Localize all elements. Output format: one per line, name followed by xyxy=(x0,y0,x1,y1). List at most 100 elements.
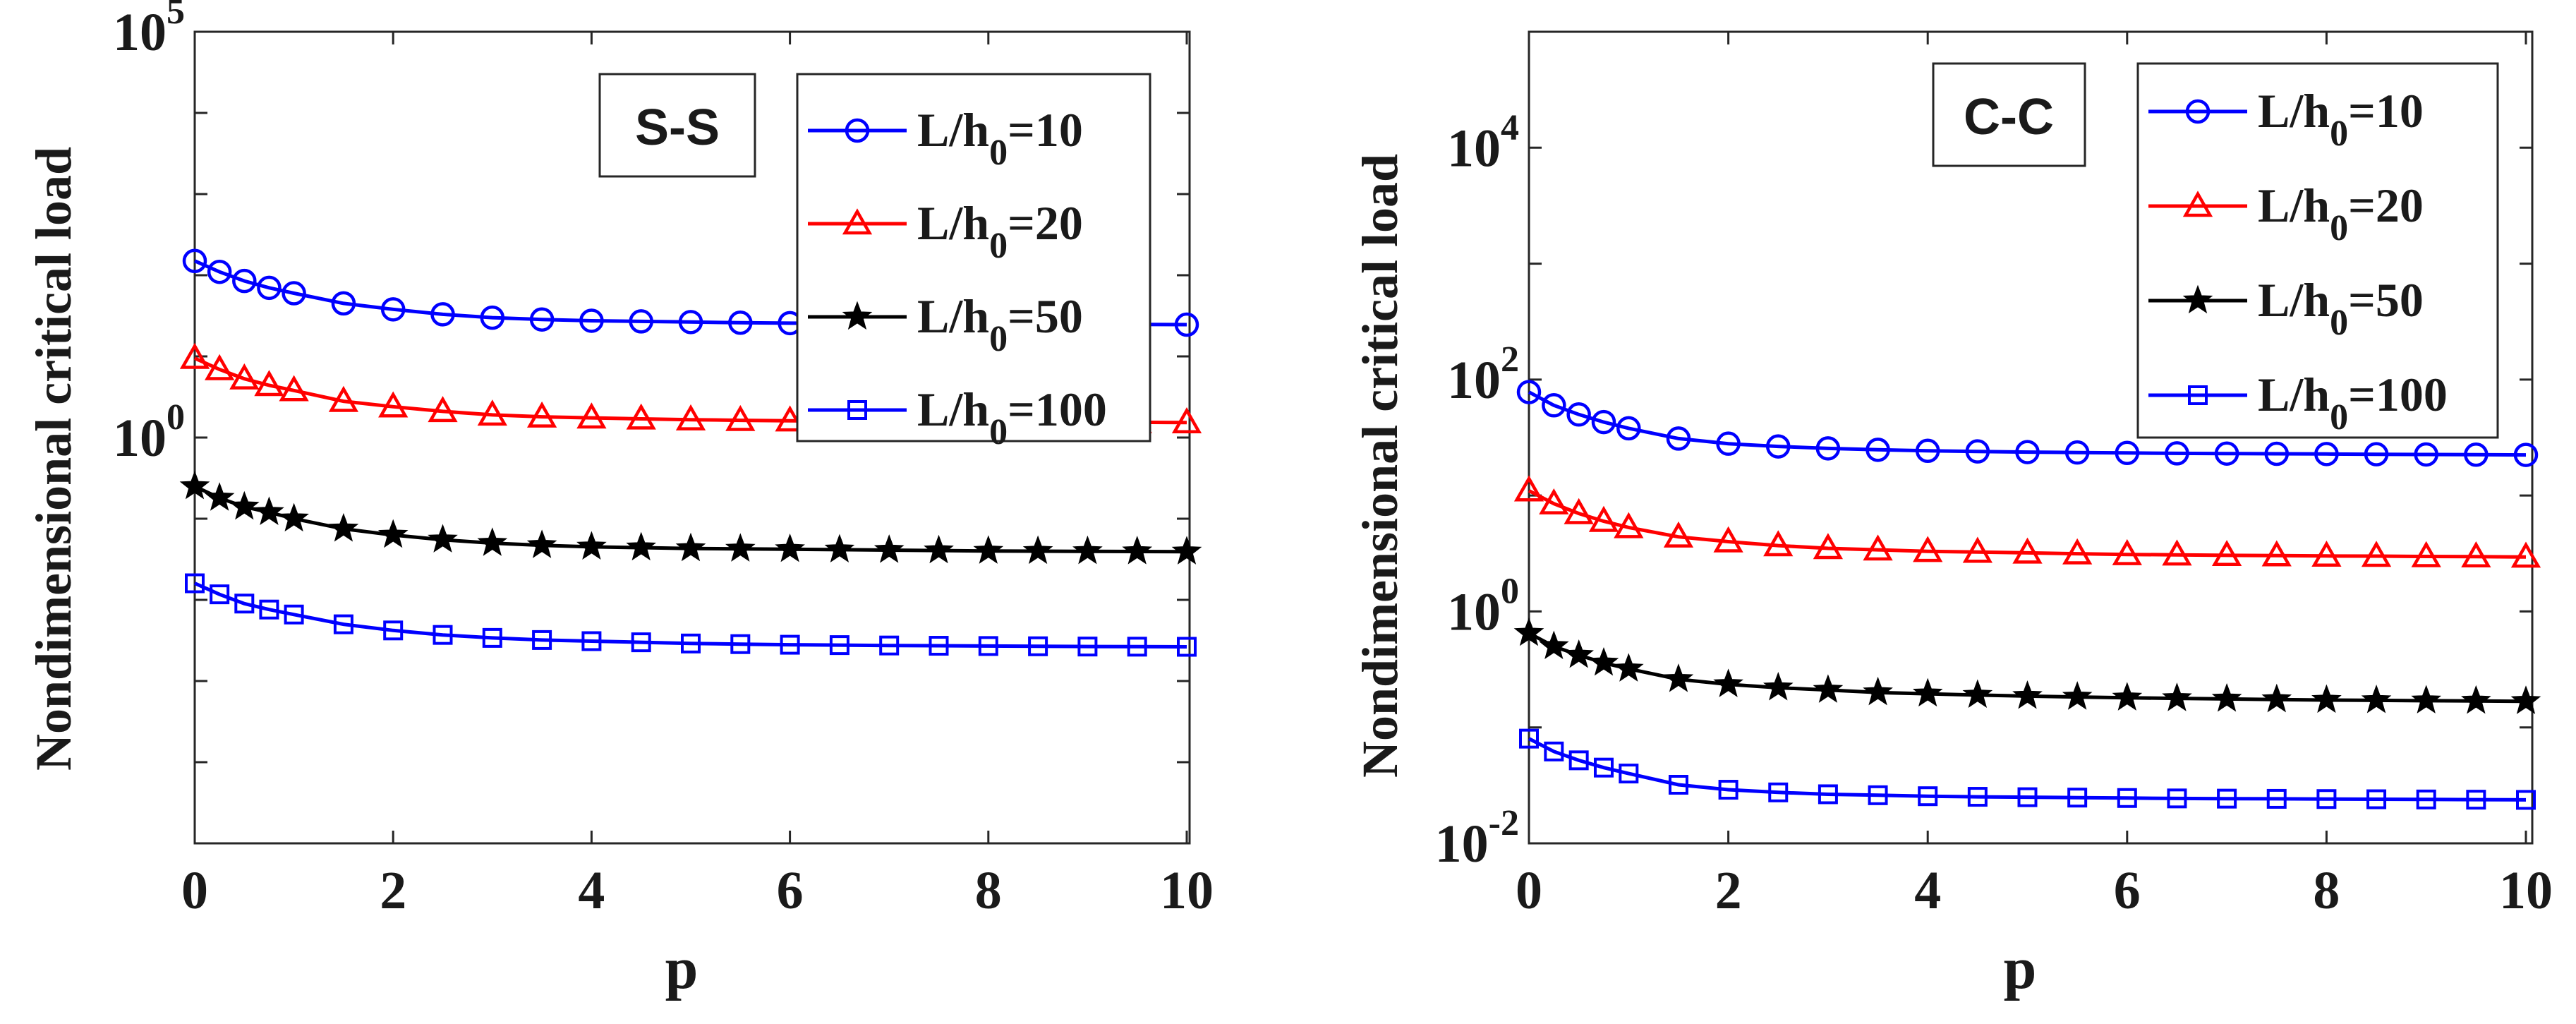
legend-label: L/h0=20 xyxy=(917,196,1083,266)
data-point-triangle xyxy=(576,402,607,429)
data-point-star xyxy=(725,533,756,562)
legend-entry: L/h0=20 xyxy=(2148,179,2424,248)
x-tick-label: 4 xyxy=(578,861,605,920)
legend-entry: L/h0=20 xyxy=(808,196,1083,266)
data-point-star xyxy=(526,529,557,558)
x-tick-label: 4 xyxy=(1914,861,1941,920)
data-point-star xyxy=(377,519,409,548)
data-point-square xyxy=(929,636,949,656)
data-point-square xyxy=(1519,728,1539,749)
legend-label: L/h0=20 xyxy=(2258,179,2424,248)
data-point-circle xyxy=(2414,442,2438,467)
data-point-square xyxy=(2217,788,2237,809)
data-point-circle xyxy=(1591,409,1616,435)
data-point-square xyxy=(333,614,353,634)
data-point-star xyxy=(1813,674,1844,703)
data-point-square xyxy=(1868,785,1888,805)
data-point-square xyxy=(847,400,867,420)
series-triangle xyxy=(1513,475,2541,568)
series-circle xyxy=(1516,380,2539,467)
data-point-square xyxy=(2316,789,2337,809)
y-tick-label: 102 xyxy=(1447,339,1519,410)
axis-ticks-cc xyxy=(1528,30,2532,845)
series-star xyxy=(179,470,1202,565)
boundary-label-box-cc: C-C xyxy=(1932,62,2086,167)
data-point-square xyxy=(2117,788,2137,808)
data-point-star xyxy=(1564,639,1594,668)
data-point-triangle xyxy=(1513,475,1544,502)
data-point-star xyxy=(328,512,359,542)
data-point-square xyxy=(532,630,552,650)
series-layer-cc xyxy=(1513,380,2541,810)
x-tick-label: 2 xyxy=(1715,861,1742,920)
x-tick-label: 6 xyxy=(2114,861,2141,920)
data-point-star xyxy=(1613,653,1644,682)
data-point-square xyxy=(681,633,701,653)
panel-ss: 0 2 4 6 8 10 105 100 p Nondimensional critical… xyxy=(25,0,1214,1001)
data-point-triangle xyxy=(2182,191,2213,217)
data-point-triangle xyxy=(626,403,656,430)
data-point-square xyxy=(1544,741,1564,761)
data-point-square xyxy=(482,627,502,648)
data-point-star xyxy=(873,534,905,563)
data-point-circle xyxy=(380,297,406,322)
data-point-square xyxy=(1593,757,1614,778)
axis-ticks-ss xyxy=(193,30,1190,845)
data-point-triangle xyxy=(1863,534,1893,561)
data-point-triangle xyxy=(775,405,805,432)
data-point-star xyxy=(824,534,855,563)
data-point-square xyxy=(1619,764,1639,784)
x-axis-label-ss: p xyxy=(665,936,699,1001)
data-point-triangle xyxy=(2461,541,2491,567)
data-point-square xyxy=(1668,775,1688,795)
series-square xyxy=(1519,728,2536,810)
x-tick-label: 2 xyxy=(380,861,406,920)
data-point-star xyxy=(2012,680,2043,709)
y-axis-label-cc: Nondimensional critical load xyxy=(1352,154,1408,778)
data-point-triangle xyxy=(2361,541,2392,567)
data-point-triangle xyxy=(229,363,260,390)
data-point-star xyxy=(1713,668,1743,697)
data-point-triangle xyxy=(2062,538,2093,565)
legend-label: L/h0=100 xyxy=(2258,368,2448,438)
data-point-circle xyxy=(1542,393,1566,418)
legend-label: L/h0=10 xyxy=(2258,84,2424,154)
data-point-square xyxy=(1818,784,1838,805)
x-tick-label: 0 xyxy=(1516,861,1542,920)
legend-entry: L/h0=10 xyxy=(808,103,1083,173)
data-point-square xyxy=(185,573,205,594)
series-square xyxy=(185,573,1197,657)
data-point-star xyxy=(2211,682,2242,712)
legend-label: L/h0=100 xyxy=(917,383,1107,452)
data-point-square xyxy=(2516,790,2536,810)
data-point-circle xyxy=(2314,442,2339,466)
legend-label: L/h0=10 xyxy=(917,103,1083,173)
data-point-triangle xyxy=(725,404,756,431)
data-point-triangle xyxy=(2261,540,2292,567)
legend-entries-cc: L/h0=10 L/h0=20 L/h0=50 L/h0=100 xyxy=(2148,84,2448,438)
data-point-square xyxy=(829,635,849,656)
data-point-triangle xyxy=(1539,488,1569,514)
data-point-triangle xyxy=(378,391,409,418)
series-line xyxy=(1528,489,2527,559)
data-point-circle xyxy=(257,275,282,301)
legend-entries-ss: L/h0=10 L/h0=20 L/h0=50 L/h0=100 xyxy=(808,103,1107,452)
data-point-star xyxy=(2112,682,2143,711)
data-point-square xyxy=(879,635,900,656)
data-point-star xyxy=(1962,679,1993,709)
data-point-triangle xyxy=(2510,541,2541,568)
data-point-square xyxy=(1718,780,1739,800)
data-point-triangle xyxy=(2112,538,2142,565)
boundary-label-box-ss: S-S xyxy=(598,73,756,178)
legend-entry: L/h0=10 xyxy=(2148,84,2424,154)
data-point-triangle xyxy=(842,208,873,235)
data-point-triangle xyxy=(1564,498,1594,524)
data-point-star xyxy=(179,470,210,500)
legend-ss: L/h0=10 L/h0=20 L/h0=50 L/h0=100 xyxy=(796,73,1151,452)
data-point-square xyxy=(730,634,751,654)
data-point-square xyxy=(978,636,998,656)
data-point-square xyxy=(2416,789,2436,809)
data-point-square xyxy=(259,599,279,620)
legend-entry: L/h0=100 xyxy=(808,383,1107,452)
data-point-square xyxy=(2017,787,2038,807)
